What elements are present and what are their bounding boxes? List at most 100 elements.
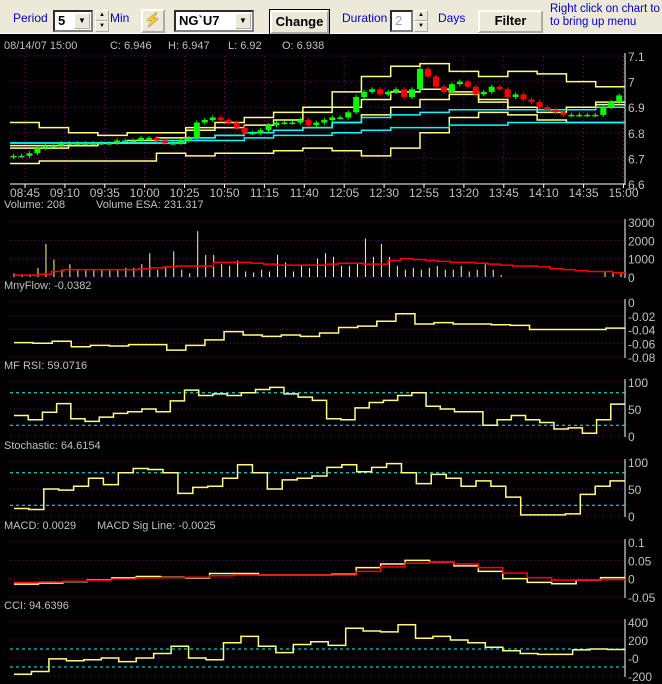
- stochastic-line: [14, 462, 625, 516]
- candle-body: [480, 91, 487, 95]
- candle-body: [66, 143, 73, 145]
- y-tick-label: 2000: [628, 234, 655, 248]
- candle-body: [329, 117, 336, 120]
- band-lower: [10, 111, 625, 165]
- candle-body: [201, 120, 208, 123]
- chevron-down-icon[interactable]: ▼: [74, 13, 90, 29]
- candle-body: [504, 89, 511, 97]
- symbol-select[interactable]: NG`U7 ▼: [174, 10, 254, 32]
- candle-body: [512, 94, 519, 97]
- filter-button[interactable]: Filter: [478, 10, 543, 33]
- change-button[interactable]: Change: [269, 9, 330, 35]
- panel-label: MACD: 0.0029: [4, 520, 76, 532]
- duration-label: Duration: [342, 11, 388, 25]
- spin-up-icon[interactable]: ▲: [414, 10, 428, 21]
- candle-body: [177, 140, 184, 144]
- y-tick-label: 50: [628, 483, 642, 497]
- x-tick-label: 09:10: [50, 186, 80, 200]
- x-tick-label: 11:40: [290, 186, 319, 200]
- period-spinner[interactable]: ▲ ▼: [95, 10, 109, 32]
- period-value: 5: [58, 13, 66, 28]
- y-tick-label: 0: [628, 271, 635, 285]
- y-tick-label: -0: [628, 652, 639, 666]
- x-tick-label: 12:05: [329, 186, 359, 200]
- y-tick-label: 0: [628, 510, 635, 524]
- candle-body: [440, 86, 447, 92]
- y-tick-label: 6.7: [628, 152, 645, 166]
- candle-body: [576, 114, 583, 117]
- candle-body: [114, 140, 121, 144]
- candle-body: [456, 81, 463, 85]
- panel-label: MnyFlow: -0.0382: [4, 280, 91, 292]
- period-select[interactable]: 5 ▼: [53, 10, 93, 32]
- candle-body: [345, 112, 352, 118]
- candle-body: [409, 89, 415, 97]
- candle-body: [528, 99, 535, 103]
- duration-spinner[interactable]: ▲ ▼: [414, 10, 428, 32]
- candle-body: [26, 153, 33, 156]
- y-tick-label: 0: [628, 573, 635, 587]
- x-tick-label: 13:20: [449, 186, 479, 200]
- spin-up-icon[interactable]: ▲: [95, 10, 109, 21]
- candle-body: [592, 114, 599, 117]
- candle-body: [472, 86, 479, 95]
- duration-unit: Days: [438, 11, 466, 25]
- x-tick-label: 11:15: [250, 186, 279, 200]
- candle-body: [568, 114, 575, 117]
- spin-down-icon[interactable]: ▼: [414, 21, 428, 32]
- candle-body: [18, 155, 25, 158]
- x-tick-label: 10:25: [170, 186, 200, 200]
- candle-body: [297, 120, 304, 123]
- candle-body: [416, 68, 423, 90]
- candle-body: [233, 122, 240, 128]
- candle-body: [50, 145, 57, 148]
- candle-body: [361, 91, 368, 97]
- hint-line-1: Right click on chart to: [550, 3, 660, 15]
- x-tick-label: 14:35: [569, 186, 599, 200]
- candle-body: [544, 107, 551, 110]
- panel-label: MF RSI: 59.0716: [4, 360, 87, 372]
- y-tick-label: 6.6: [628, 178, 645, 192]
- y-tick-label: -0.06: [628, 337, 656, 351]
- candle-body: [217, 117, 224, 120]
- chart-area[interactable]: 08/14/07 15:00 C: 6.946 H: 6.947 L: 6.92…: [0, 34, 662, 684]
- lightning-bolt-icon[interactable]: ⚡: [141, 9, 165, 33]
- candle-body: [58, 143, 65, 146]
- candle-body: [185, 137, 192, 141]
- candle-body: [520, 94, 527, 100]
- candle-body: [193, 122, 200, 138]
- candle-body: [10, 155, 17, 158]
- y-tick-label: 50: [628, 403, 642, 417]
- candle-body: [377, 89, 384, 95]
- y-tick-label: 1000: [628, 253, 655, 267]
- candle-body: [488, 86, 495, 92]
- x-tick-label: 12:30: [369, 186, 399, 200]
- candle-body: [257, 130, 264, 133]
- toolbar: Period 5 ▼ ▲ ▼ Min ⚡ NG`U7 ▼ Change Duratio…: [0, 0, 662, 35]
- chevron-down-icon[interactable]: ▼: [235, 13, 251, 29]
- info-low: L: 6.92: [228, 40, 262, 52]
- y-tick-label: 0.1: [628, 536, 645, 550]
- y-tick-label: 400: [628, 616, 648, 630]
- period-unit: Min: [110, 11, 130, 25]
- x-tick-label: 13:45: [489, 186, 519, 200]
- y-tick-label: -0.02: [628, 310, 656, 324]
- candle-body: [249, 132, 256, 135]
- band-inner-lower: [10, 93, 625, 149]
- candle-body: [584, 114, 591, 117]
- x-tick-label: 14:10: [529, 186, 559, 200]
- band-inner-upper: [10, 88, 625, 147]
- candle-body: [161, 140, 168, 144]
- hint-line-2: to bring up menu: [550, 16, 637, 28]
- panel-label: Volume: 208: [4, 199, 65, 211]
- duration-input[interactable]: 2: [390, 10, 413, 32]
- y-tick-label: 7.1: [628, 50, 645, 64]
- x-tick-label: 12:55: [409, 186, 439, 200]
- candle-body: [496, 86, 503, 90]
- candle-body: [616, 95, 623, 103]
- x-tick-label: 10:50: [209, 186, 239, 200]
- spin-down-icon[interactable]: ▼: [95, 21, 109, 32]
- candle-body: [536, 102, 543, 108]
- panel-label-secondary: Volume ESA: 231.317: [96, 199, 204, 211]
- y-tick-label: 100: [628, 376, 648, 390]
